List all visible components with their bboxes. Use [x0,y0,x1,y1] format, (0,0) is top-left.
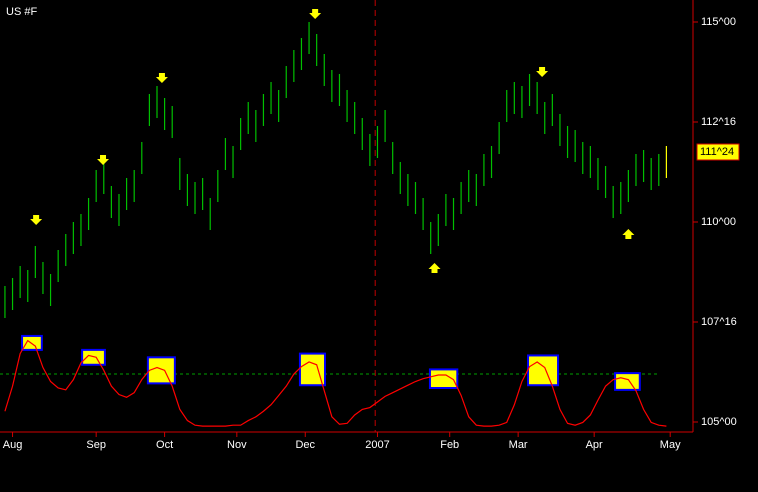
peak-zone [614,372,641,391]
signal-arrow [155,73,168,83]
y-tick-label: 112^16 [701,116,736,128]
signal-arrow [536,67,549,77]
y-tick-label: 105^00 [701,416,737,428]
peak-zone [527,354,560,387]
y-tick-label: 110^00 [701,216,736,228]
chart-title: US #F [6,6,37,18]
indicator-line [4,339,667,427]
peak-zone [81,348,106,366]
x-tick-label: Dec [295,439,315,451]
x-tick-label: May [660,439,681,451]
peak-zone [428,368,459,390]
signal-arrow [428,263,441,273]
x-tick-label: Feb [440,439,459,451]
x-tick-label: 2007 [365,439,389,451]
signal-arrow [97,155,110,165]
x-tick-label: Apr [586,439,603,451]
y-tick-label: 107^16 [701,316,737,328]
signal-arrow [309,9,322,19]
y-tick-label: 115^00 [701,16,736,28]
x-tick-label: Mar [509,439,528,451]
signal-arrow [622,229,635,239]
signal-arrow [30,215,43,225]
x-tick-label: Aug [3,439,23,451]
x-tick-label: Nov [227,439,247,451]
last-price-box [696,143,740,161]
peak-zone [146,356,176,385]
x-tick-label: Sep [86,439,106,451]
last-price-label: 111^24 [700,146,734,158]
x-tick-label: Oct [156,439,173,451]
